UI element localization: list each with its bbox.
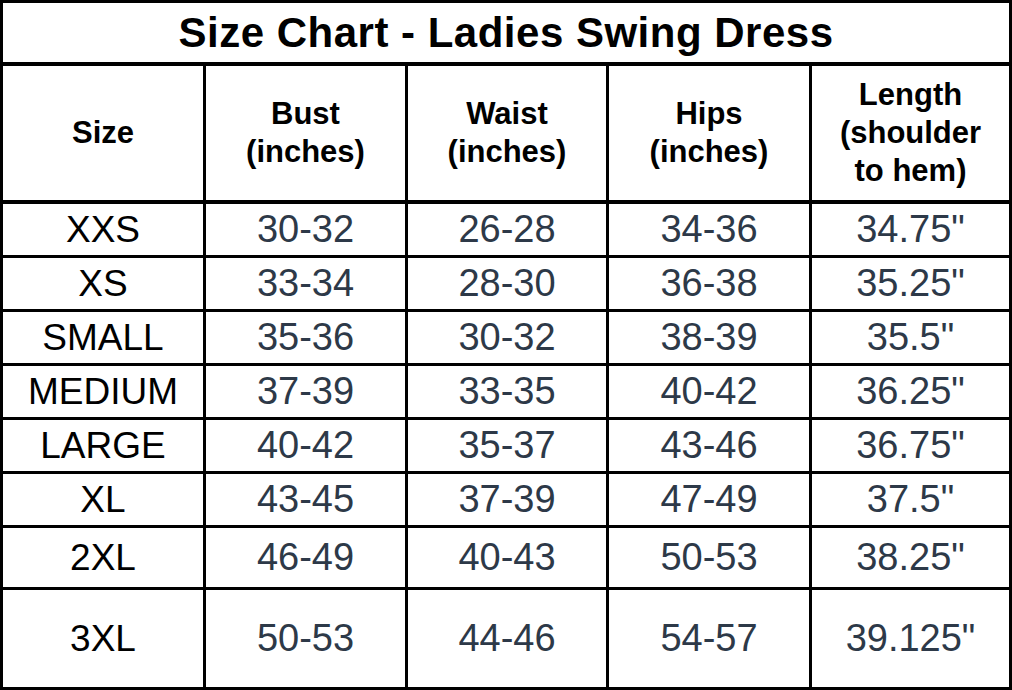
column-header-size: Size (3, 66, 206, 200)
cell-waist: 44-46 (408, 590, 609, 687)
cell-hips: 34-36 (609, 204, 812, 255)
table-row-xs: XS 33-34 28-30 36-38 35.25" (3, 258, 1009, 312)
cell-bust: 43-45 (206, 474, 408, 525)
cell-waist: 30-32 (408, 312, 609, 363)
cell-length: 38.25" (812, 528, 1009, 587)
table-row-small: SMALL 35-36 30-32 38-39 35.5" (3, 312, 1009, 366)
cell-bust: 35-36 (206, 312, 408, 363)
cell-size: 3XL (3, 590, 206, 687)
cell-waist: 40-43 (408, 528, 609, 587)
cell-hips: 54-57 (609, 590, 812, 687)
cell-size: XL (3, 474, 206, 525)
cell-waist: 35-37 (408, 420, 609, 471)
cell-waist: 26-28 (408, 204, 609, 255)
table-row-2xl: 2XL 46-49 40-43 50-53 38.25" (3, 528, 1009, 590)
cell-size: XXS (3, 204, 206, 255)
column-header-hips: Hips (inches) (609, 66, 812, 200)
table-row-large: LARGE 40-42 35-37 43-46 36.75" (3, 420, 1009, 474)
cell-waist: 33-35 (408, 366, 609, 417)
size-chart-table: Size Chart - Ladies Swing Dress Size Bus… (0, 0, 1012, 690)
cell-length: 36.75" (812, 420, 1009, 471)
cell-bust: 46-49 (206, 528, 408, 587)
cell-hips: 50-53 (609, 528, 812, 587)
cell-length: 39.125" (812, 590, 1009, 687)
cell-hips: 47-49 (609, 474, 812, 525)
cell-bust: 37-39 (206, 366, 408, 417)
cell-size: LARGE (3, 420, 206, 471)
cell-length: 34.75" (812, 204, 1009, 255)
cell-size: SMALL (3, 312, 206, 363)
table-row-medium: MEDIUM 37-39 33-35 40-42 36.25" (3, 366, 1009, 420)
cell-bust: 30-32 (206, 204, 408, 255)
chart-title: Size Chart - Ladies Swing Dress (3, 3, 1009, 66)
cell-waist: 37-39 (408, 474, 609, 525)
cell-size: XS (3, 258, 206, 309)
column-header-length: Length (shoulder to hem) (812, 66, 1009, 200)
cell-size: MEDIUM (3, 366, 206, 417)
table-row-xl: XL 43-45 37-39 47-49 37.5" (3, 474, 1009, 528)
column-header-waist: Waist (inches) (408, 66, 609, 200)
cell-length: 36.25" (812, 366, 1009, 417)
table-row-3xl: 3XL 50-53 44-46 54-57 39.125" (3, 590, 1009, 687)
cell-length: 35.5" (812, 312, 1009, 363)
cell-bust: 50-53 (206, 590, 408, 687)
cell-hips: 43-46 (609, 420, 812, 471)
cell-hips: 40-42 (609, 366, 812, 417)
header-row: Size Bust (inches) Waist (inches) Hips (… (3, 66, 1009, 204)
cell-length: 35.25" (812, 258, 1009, 309)
cell-hips: 38-39 (609, 312, 812, 363)
column-header-bust: Bust (inches) (206, 66, 408, 200)
cell-bust: 40-42 (206, 420, 408, 471)
cell-size: 2XL (3, 528, 206, 587)
table-row-xxs: XXS 30-32 26-28 34-36 34.75" (3, 204, 1009, 258)
cell-length: 37.5" (812, 474, 1009, 525)
cell-bust: 33-34 (206, 258, 408, 309)
cell-hips: 36-38 (609, 258, 812, 309)
cell-waist: 28-30 (408, 258, 609, 309)
